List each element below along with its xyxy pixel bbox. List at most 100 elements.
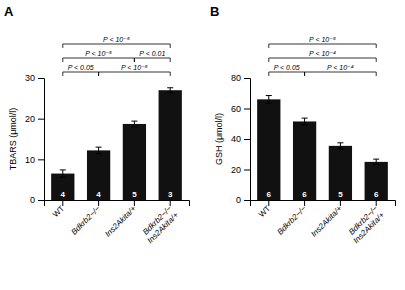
bracket-line [269, 58, 376, 62]
x-tick: Ins2Akita/+ [103, 200, 138, 239]
x-tick-label: WT [51, 204, 66, 219]
y-tick: 0 [30, 195, 44, 205]
y-tick: 10 [25, 155, 44, 165]
error-bar [337, 143, 343, 149]
n-label: 4 [61, 190, 66, 199]
bracket-label: P < 10⁻⁴ [327, 64, 354, 71]
y-tick-label: 80 [231, 73, 241, 83]
x-tick: WT [257, 200, 272, 219]
y-tick: 30 [25, 73, 44, 83]
significance-bracket: P < 10⁻⁵ [63, 50, 135, 62]
y-tick: 60 [231, 104, 250, 114]
plot-area [257, 96, 388, 200]
n-label: 5 [132, 190, 137, 199]
n-label: 6 [302, 190, 307, 199]
panel-title: A [4, 4, 14, 19]
x-tick-mark [268, 200, 269, 206]
significance-bracket: P < 0.05 [63, 64, 99, 76]
x-tick-label: Ins2Akita/+ [103, 204, 138, 239]
bar [87, 150, 110, 200]
significance-bracket: P < 0.01 [134, 50, 170, 62]
y-tick-mark [38, 200, 44, 201]
y-tick-label: 0 [30, 195, 35, 205]
x-tick-mark [340, 200, 341, 206]
bar [257, 99, 280, 200]
x-axis: WTBdkrb2−/−Ins2Akita/+Bdkrb2−/−Ins2Akita… [45, 200, 190, 245]
bracket-label: P < 10⁻⁵ [103, 36, 130, 43]
bracket-line [305, 72, 377, 76]
bracket-label: P < 0.05 [274, 64, 300, 71]
y-tick-mark [244, 109, 250, 110]
y-axis-line [38, 79, 45, 201]
error-bar [167, 88, 173, 93]
y-tick-mark [38, 78, 44, 79]
x-tick: Bdkrb2−/− [70, 200, 103, 237]
bracket-line [269, 44, 376, 48]
bar [293, 121, 316, 200]
y-tick-label: 20 [25, 114, 35, 124]
x-tick: Bdkrb2−/− [276, 200, 309, 237]
error-bar [60, 170, 66, 177]
n-label: 6 [267, 190, 272, 199]
significance-bracket: P < 10⁻⁴ [305, 64, 377, 76]
x-tick-label: Ins2Akita/+ [309, 204, 344, 239]
error-bar-line [167, 88, 173, 93]
bracket-label: P < 10⁻⁴ [309, 50, 336, 57]
bracket-line [63, 72, 99, 76]
significance-bracket: P < 10⁻⁵ [99, 64, 171, 76]
x-tick-label: Bdkrb2−/− [70, 204, 103, 237]
x-tick: Bdkrb2−/−Ins2Akita/+ [139, 200, 180, 245]
bracket-label: P < 0.05 [68, 64, 94, 71]
bracket-line [269, 72, 305, 76]
y-axis-title: TBARS (μmol/l) [8, 108, 18, 171]
y-tick: 40 [231, 134, 250, 144]
x-tick: Bdkrb2−/−Ins2Akita/+ [345, 200, 386, 245]
panel-title: B [210, 4, 219, 19]
y-tick-mark [244, 200, 250, 201]
error-bar-line [373, 159, 379, 164]
bracket-line [134, 58, 170, 62]
x-tick-label: WT [257, 204, 272, 219]
significance-bracket: P < 10⁻⁵ [269, 36, 376, 48]
panel: 0102030WTBdkrb2−/−Ins2Akita/+Bdkrb2−/−In… [4, 4, 190, 245]
n-label: 6 [374, 190, 379, 199]
y-tick-mark [244, 170, 250, 171]
x-tick: Ins2Akita/+ [309, 200, 344, 239]
error-bar [96, 147, 102, 154]
x-tick-mark [376, 200, 377, 206]
x-tick-label: Bdkrb2−/−Ins2Akita/+ [345, 204, 386, 245]
error-bar-line [131, 121, 137, 127]
y-tick-mark [244, 78, 250, 79]
figure: 0102030WTBdkrb2−/−Ins2Akita/+Bdkrb2−/−In… [0, 0, 405, 290]
bracket-label: P < 0.01 [139, 50, 165, 57]
bar [159, 90, 182, 200]
bar [123, 124, 146, 200]
error-bar [302, 118, 308, 125]
y-tick-label: 30 [25, 73, 35, 83]
y-tick: 80 [231, 73, 250, 83]
x-tick-mark [170, 200, 171, 206]
bracket-line [63, 44, 170, 48]
y-tick-mark [38, 159, 44, 160]
y-tick-mark [38, 119, 44, 120]
significance-bracket: P < 10⁻⁴ [269, 50, 376, 62]
error-bar [373, 159, 379, 164]
x-tick: WT [51, 200, 66, 219]
y-tick-label: 10 [25, 155, 35, 165]
bar [329, 146, 352, 200]
y-tick: 20 [25, 114, 44, 124]
significance-bracket: P < 10⁻⁵ [63, 36, 170, 48]
x-tick-mark [304, 200, 305, 206]
panel: 020406080WTBdkrb2−/−Ins2Akita/+Bdkrb2−/−… [210, 4, 396, 245]
error-bar-line [96, 147, 102, 154]
x-axis: WTBdkrb2−/−Ins2Akita/+Bdkrb2−/−Ins2Akita… [251, 200, 396, 245]
bar [365, 162, 388, 200]
y-tick-label: 20 [231, 165, 241, 175]
error-bar [266, 96, 272, 104]
bracket-label: P < 10⁻⁵ [121, 64, 148, 71]
x-tick-label: Bdkrb2−/− [276, 204, 309, 237]
n-label: 3 [168, 190, 173, 199]
y-axis-line [244, 79, 251, 201]
y-axis-title: GSH (μmol/l) [214, 113, 224, 165]
bracket-line [99, 72, 171, 76]
